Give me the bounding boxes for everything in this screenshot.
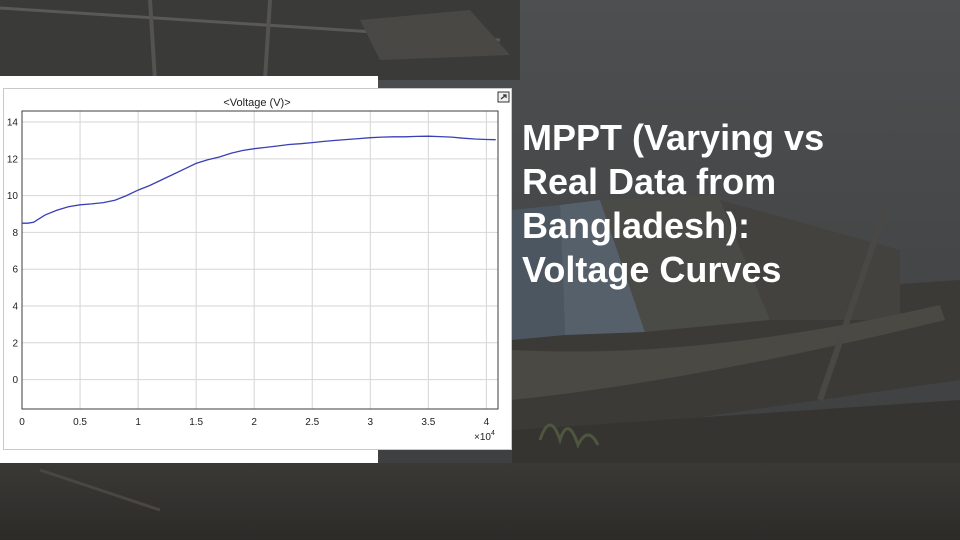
slide-title-line-2: Real Data from bbox=[522, 161, 777, 202]
x-exponent-label: ×104 bbox=[474, 430, 495, 443]
x-tick-label: 0.5 bbox=[73, 417, 87, 428]
y-tick-label: 12 bbox=[7, 154, 19, 165]
chart-title: <Voltage (V)> bbox=[223, 97, 290, 109]
x-tick-label: 1.5 bbox=[189, 417, 203, 428]
y-tick-label: 14 bbox=[7, 118, 19, 129]
slide-title-line-3: Bangladesh): bbox=[522, 205, 751, 246]
grid-lines bbox=[21, 111, 498, 409]
series-layer bbox=[22, 135, 496, 224]
voltage-plot: 0 0.5 1 1.5 2 2.5 3 3.5 4 0 2 4 6 8 10 12 14 <Voltage (V… bbox=[7, 91, 510, 443]
y-tick-label: 6 bbox=[12, 265, 18, 276]
slide-title-line-1: MPPT (Varying vs bbox=[522, 117, 825, 158]
x-tick-label: 3.5 bbox=[421, 417, 435, 428]
y-tick-label: 2 bbox=[12, 338, 18, 349]
x-tick-label: 0 bbox=[19, 417, 25, 428]
undock-button[interactable] bbox=[497, 91, 510, 103]
y-tick-label: 4 bbox=[12, 301, 18, 312]
x-tick-label: 4 bbox=[484, 417, 490, 428]
x-tick-label: 2 bbox=[251, 417, 257, 428]
y-tick-label: 8 bbox=[12, 228, 18, 239]
tick-labels: 0 0.5 1 1.5 2 2.5 3 3.5 4 0 2 4 6 8 10 12 14 bbox=[7, 118, 490, 428]
x-tick-label: 3 bbox=[368, 417, 374, 428]
y-tick-label: 0 bbox=[12, 375, 18, 386]
slide-title: MPPT (Varying vs Real Data from Banglade… bbox=[522, 116, 942, 292]
y-tick-label: 10 bbox=[7, 191, 19, 202]
slide-title-line-4: Voltage Curves bbox=[522, 249, 782, 290]
scope-figure-window: 0 0.5 1 1.5 2 2.5 3 3.5 4 0 2 4 6 8 10 12 14 <Voltage (V… bbox=[3, 88, 512, 450]
x-tick-label: 1 bbox=[135, 417, 141, 428]
x-tick-label: 2.5 bbox=[305, 417, 319, 428]
voltage-series-line bbox=[22, 135, 496, 224]
plot-frame bbox=[21, 110, 499, 410]
